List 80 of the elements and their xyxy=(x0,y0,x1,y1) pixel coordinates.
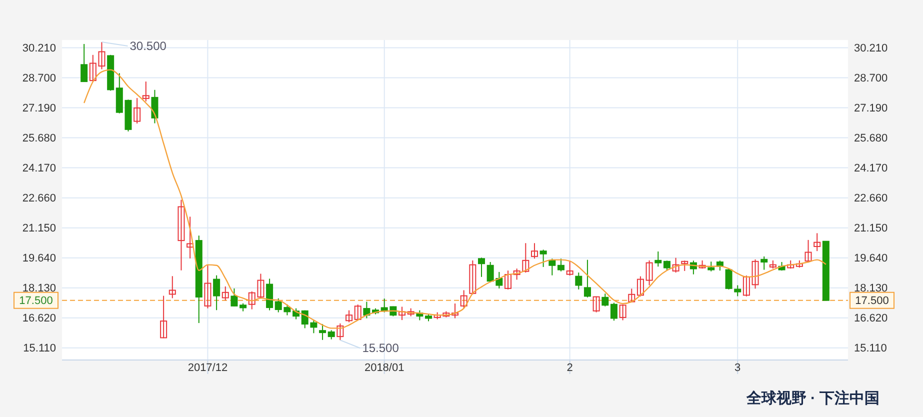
candlestick xyxy=(151,89,158,124)
candlestick xyxy=(80,43,88,82)
candlestick xyxy=(814,232,821,252)
candlestick xyxy=(398,306,406,321)
candlestick xyxy=(681,260,688,272)
candlestick xyxy=(363,301,370,319)
annotation: 15.500 xyxy=(362,341,400,356)
candlestick xyxy=(646,260,653,286)
y-tick-label: 24.170 xyxy=(22,162,56,175)
candlestick xyxy=(602,293,609,307)
candlestick xyxy=(478,257,485,278)
candlestick xyxy=(584,259,591,298)
candlestick xyxy=(336,322,344,341)
candlestick xyxy=(451,303,458,319)
candlestick xyxy=(636,276,644,297)
candlestick xyxy=(186,216,194,259)
x-tick-label: 3 xyxy=(734,362,741,374)
candlestick xyxy=(540,249,547,268)
y-tick-label: 25.680 xyxy=(22,132,56,145)
y2-tick-label: 15.110 xyxy=(854,342,887,355)
candlestick xyxy=(354,304,362,321)
candlestick xyxy=(142,81,150,102)
candlestick xyxy=(204,264,212,309)
y2-tick-label: 30.210 xyxy=(854,42,888,55)
y2-tick-label: 21.150 xyxy=(854,222,888,235)
candlestick xyxy=(566,260,574,276)
candlestick xyxy=(266,278,274,311)
candlestick xyxy=(752,258,759,290)
y2-tick-label: 16.620 xyxy=(854,312,888,325)
candlestick xyxy=(548,258,556,276)
y-tick-label: 21.150 xyxy=(22,222,56,235)
candlestick xyxy=(222,286,229,301)
y-tick-label: 22.660 xyxy=(22,192,56,205)
y-tick-label: 19.640 xyxy=(22,252,56,265)
y2-tick-label: 25.680 xyxy=(854,132,888,145)
candlestick xyxy=(760,256,768,270)
candlestick xyxy=(319,324,326,340)
candlestick xyxy=(346,310,353,323)
candlestick xyxy=(213,274,220,311)
y2-tick-label: 28.700 xyxy=(854,72,888,85)
candlestick xyxy=(663,260,670,272)
candlestick xyxy=(557,258,564,272)
annotation: 30.500 xyxy=(130,38,167,53)
y-tick-label: 30.210 xyxy=(22,42,56,55)
y-tick-label: 28.700 xyxy=(22,72,56,85)
candlestick xyxy=(592,296,600,313)
candlestick xyxy=(328,330,335,340)
y-tick-label: 15.110 xyxy=(23,342,56,355)
y2-tick-label: 19.640 xyxy=(854,252,888,265)
x-tick-label: 2 xyxy=(566,362,573,374)
candlestick xyxy=(610,302,618,322)
candlestick xyxy=(742,275,750,297)
candlestick xyxy=(469,260,476,295)
text: 全球视野 · 下注中国 xyxy=(745,389,880,407)
y-tick-label: 18.130 xyxy=(22,282,56,295)
candlestick xyxy=(654,250,662,268)
candlestick xyxy=(619,304,626,321)
x-tick-label: 2018/01 xyxy=(364,362,404,374)
candlestick xyxy=(575,272,582,290)
candlestick xyxy=(708,261,715,272)
y2-tick-label: 18.130 xyxy=(854,282,888,295)
y-tick-label: 27.190 xyxy=(22,102,56,115)
candlestick xyxy=(160,295,168,339)
candlestick xyxy=(804,239,812,264)
y2-tick-label: 24.170 xyxy=(854,162,888,175)
candlestick xyxy=(178,199,185,271)
candlestick xyxy=(134,98,141,124)
y2-tick-label: 22.660 xyxy=(854,192,888,205)
ref-line-label: 17.500 xyxy=(855,295,889,308)
y-tick-label: 16.620 xyxy=(22,312,56,325)
text: 17.500 xyxy=(19,295,53,308)
candlestick xyxy=(504,270,512,290)
candlestick xyxy=(672,257,680,274)
candlestick xyxy=(460,290,468,309)
candlestick xyxy=(230,288,238,307)
candlestick xyxy=(628,288,636,303)
y2-tick-label: 27.190 xyxy=(854,102,888,115)
x-tick-label: 2017/12 xyxy=(188,362,228,374)
candlestick xyxy=(530,242,538,260)
candlestick xyxy=(168,276,176,299)
